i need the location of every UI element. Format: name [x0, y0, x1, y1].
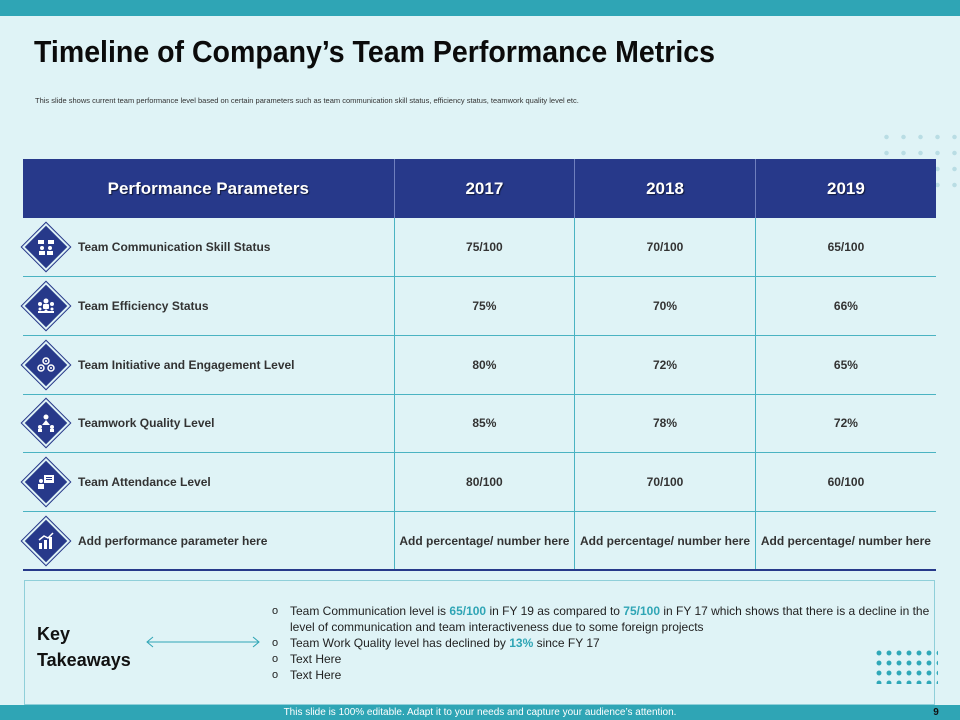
parameter-label: Teamwork Quality Level [78, 416, 215, 431]
team-communication-icon [23, 224, 69, 270]
value-2018: 70/100 [574, 218, 756, 278]
value-2019: 65/100 [754, 218, 936, 278]
value-2017: 75% [393, 276, 575, 336]
value-2017: Add percentage/ number here [393, 511, 575, 572]
header-2019: 2019 [754, 159, 936, 218]
table-row: Add performance parameter here Add perce… [23, 511, 936, 572]
decorative-dots-bottom [874, 648, 938, 684]
list-item: Team Communication level is 65/100 in FY… [270, 603, 930, 635]
list-item: Text Here [270, 651, 930, 667]
key-takeaways-list: Team Communication level is 65/100 in FY… [270, 603, 930, 683]
list-item: Team Work Quality level has declined by … [270, 635, 930, 651]
page-title: Timeline of Company’s Team Performance M… [34, 34, 716, 69]
top-accent-bar [0, 0, 960, 16]
parameter-label: Team Efficiency Status [78, 299, 209, 314]
value-2018: 70% [574, 276, 756, 336]
value-2018: 72% [574, 335, 756, 395]
parameter-cell: Add performance parameter here [23, 511, 395, 572]
team-engagement-icon [23, 342, 69, 388]
table-row: Team Efficiency Status 75% 70% 66% [23, 276, 936, 336]
footer-banner: This slide is 100% editable. Adapt it to… [0, 705, 960, 720]
value-2018: Add percentage/ number here [574, 511, 756, 572]
key-takeaways-label: Key Takeaways [37, 624, 131, 670]
parameter-cell: Team Attendance Level [23, 452, 395, 512]
header-2017: 2017 [393, 159, 575, 218]
parameter-cell: Team Communication Skill Status [23, 218, 395, 278]
parameter-label: Team Initiative and Engagement Level [78, 357, 295, 372]
value-2019: 72% [754, 394, 936, 454]
parameter-cell: Teamwork Quality Level [23, 394, 395, 454]
teamwork-quality-icon [23, 400, 69, 446]
team-efficiency-icon [23, 283, 69, 329]
value-2017: 75/100 [393, 218, 575, 278]
table-row: Team Communication Skill Status 75/100 7… [23, 218, 936, 278]
value-2018: 70/100 [574, 452, 756, 512]
header-performance-parameters: Performance Parameters [23, 159, 395, 218]
value-2017: 85% [393, 394, 575, 454]
header-2018: 2018 [574, 159, 756, 218]
value-2019: 60/100 [754, 452, 936, 512]
double-arrow-icon [146, 636, 260, 648]
value-2018: 78% [574, 394, 756, 454]
add-parameter-icon [23, 518, 69, 564]
parameter-label: Add performance parameter here [78, 533, 268, 548]
table-row: Team Initiative and Engagement Level 80%… [23, 335, 936, 395]
page-number: 9 [933, 707, 939, 718]
team-attendance-icon [23, 459, 69, 505]
value-2017: 80% [393, 335, 575, 395]
value-2017: 80/100 [393, 452, 575, 512]
parameter-cell: Team Efficiency Status [23, 276, 395, 336]
key-takeaways-box: Key Takeaways Team Communication level i… [24, 580, 935, 705]
parameter-label: Team Communication Skill Status [78, 240, 271, 255]
value-2019: Add percentage/ number here [754, 511, 936, 572]
parameter-cell: Team Initiative and Engagement Level [23, 335, 395, 395]
parameter-label: Team Attendance Level [78, 475, 211, 490]
table-row: Team Attendance Level 80/100 70/100 60/1… [23, 452, 936, 512]
value-2019: 66% [754, 276, 936, 336]
page-subtitle: This slide shows current team performanc… [35, 96, 579, 105]
performance-metrics-table: Performance Parameters 2017 2018 2019 [23, 159, 936, 572]
table-row: Teamwork Quality Level 85% 78% 72% [23, 394, 936, 454]
value-2019: 65% [754, 335, 936, 395]
table-header-row: Performance Parameters 2017 2018 2019 [23, 159, 936, 218]
list-item: Text Here [270, 667, 930, 683]
